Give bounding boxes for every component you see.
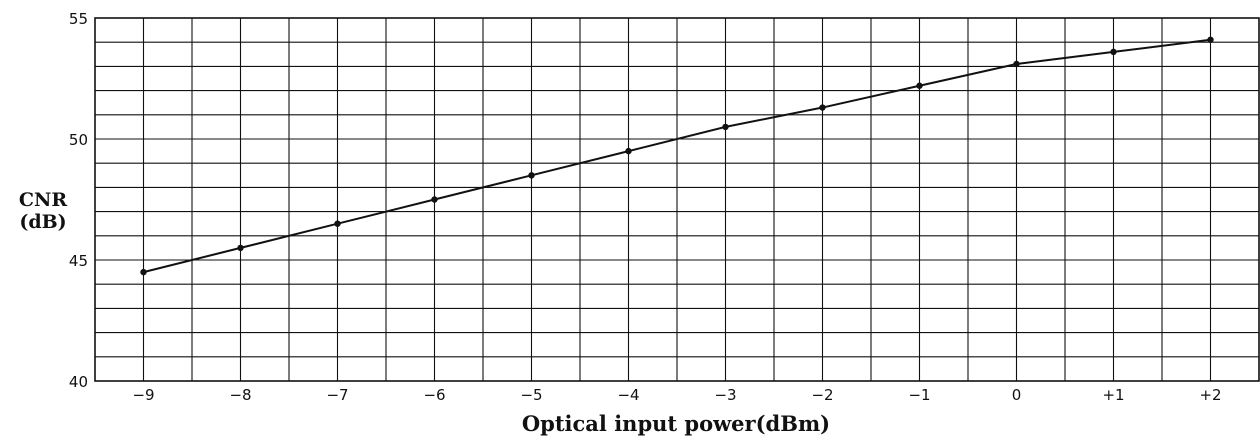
data-point <box>528 172 535 179</box>
data-point <box>625 147 632 155</box>
x-tick-label: −6 <box>423 386 445 404</box>
x-tick-label: −9 <box>132 386 154 404</box>
data-point <box>1207 36 1214 43</box>
plot-area-frame <box>94 17 1260 382</box>
data-point <box>431 196 438 203</box>
x-tick-label: 0 <box>1012 386 1022 404</box>
y-axis-title-line2: (dB) <box>19 211 66 233</box>
grid-lines <box>95 18 1259 381</box>
x-tick-label: +1 <box>1102 386 1124 404</box>
data-point <box>916 82 923 89</box>
data-point <box>819 104 826 111</box>
x-tick-label: −1 <box>908 386 930 404</box>
x-tick-label: −2 <box>811 386 833 404</box>
data-point <box>237 244 244 252</box>
x-tick-labels: −9 −8 −7 −6 −5 −4 −3 −2 −1 0 +1 +2 <box>132 386 1221 404</box>
y-axis-title-line1: CNR <box>19 189 67 211</box>
x-tick-label: −7 <box>326 386 348 404</box>
y-tick-label: 55 <box>69 10 88 28</box>
y-tick-labels: 40 45 50 55 <box>69 10 88 391</box>
y-tick-label: 45 <box>69 252 88 270</box>
data-point <box>1110 48 1117 56</box>
x-tick-label: +2 <box>1199 386 1221 404</box>
series-layer <box>140 36 1214 276</box>
y-tick-label: 40 <box>69 373 88 391</box>
data-point <box>334 220 341 227</box>
x-axis-title: Optical input power(dBm) <box>522 411 830 436</box>
x-tick-label: −4 <box>617 386 639 404</box>
x-tick-label: −8 <box>229 386 251 404</box>
y-tick-label: 50 <box>69 131 88 149</box>
series-line <box>143 38 1211 274</box>
data-point <box>722 123 729 131</box>
x-tick-label: −5 <box>520 386 542 404</box>
x-tick-label: −3 <box>714 386 736 404</box>
data-point <box>1013 60 1020 68</box>
data-point <box>140 268 147 276</box>
